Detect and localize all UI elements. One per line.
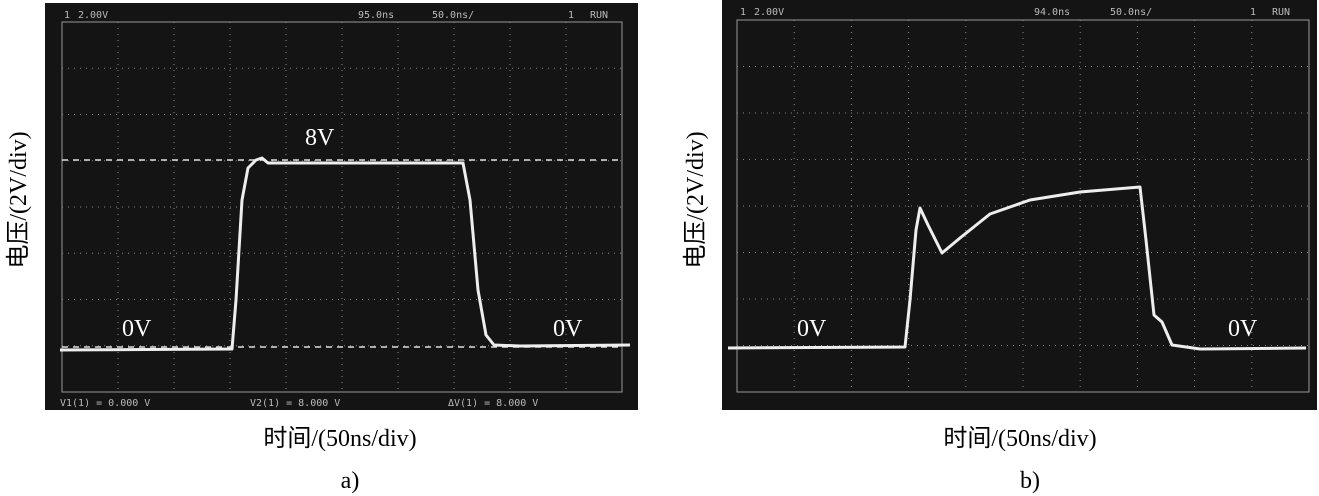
level-label: 0V [122,316,152,342]
y-axis-label: 电压/(2V/div) [682,131,709,268]
panel-b: 1 2.00V 94.0ns 50.0ns/ 1 RUN 0V 0V 电压/(2… [682,0,1317,494]
graticule [737,20,1309,392]
waveform [59,156,631,352]
status: RUN [590,10,608,21]
readout: V2(1) = 8.000 V [250,398,340,409]
level-label: 0V [797,316,827,342]
channel: 1 [1250,7,1256,18]
volts-div: 2.00V [754,7,784,18]
level-label: 8V [305,125,335,151]
delay: 94.0ns [1034,7,1070,18]
status: RUN [1272,7,1290,18]
channel: 1 [568,10,574,21]
level-label: 0V [553,316,583,342]
readout: V1(1) = 0.000 V [60,398,150,409]
delay: 95.0ns [358,10,394,21]
x-axis-label: 时间/(50ns/div) [943,425,1096,452]
y-axis-label: 电压/(2V/div) [5,131,32,268]
waveform [727,185,1307,351]
timebase: 50.0ns/ [432,10,474,21]
caption: b) [1020,468,1040,494]
volts-div: 2.00V [78,10,108,21]
panel-a: 1 2.00V 95.0ns 50.0ns/ 1 RUN V1(1) = 0.0… [5,3,638,494]
channel: 1 [740,7,746,18]
channel: 1 [64,10,70,21]
level-label: 0V [1228,316,1258,342]
caption: a) [341,468,360,494]
readout: ΔV(1) = 8.000 V [448,398,538,409]
x-axis-label: 时间/(50ns/div) [263,425,416,452]
timebase: 50.0ns/ [1110,7,1152,18]
